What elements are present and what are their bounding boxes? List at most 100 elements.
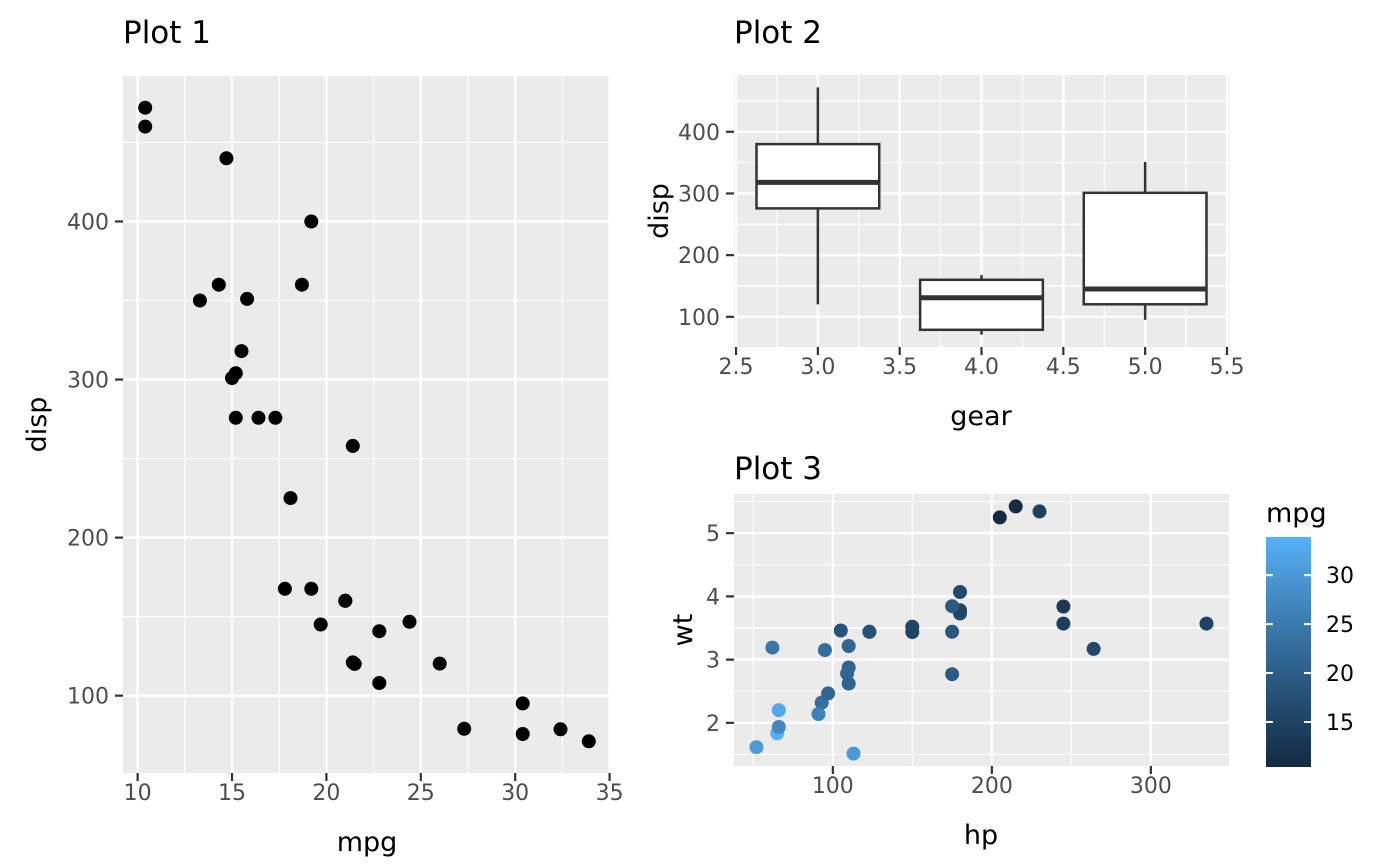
- plot3-y-axis-title: wt: [668, 614, 699, 647]
- data-point: [1086, 641, 1101, 656]
- legend-tick-label: 20: [1326, 662, 1354, 687]
- legend-tick-label: 25: [1326, 613, 1354, 638]
- x-tick-label: 15: [218, 781, 246, 806]
- data-point: [251, 410, 266, 425]
- data-point: [1008, 499, 1023, 514]
- data-point: [277, 581, 292, 596]
- data-point: [1199, 616, 1214, 631]
- y-tick-label: 2: [706, 712, 720, 737]
- x-tick-label: 5.0: [1128, 355, 1163, 380]
- plot1-x-axis-title: mpg: [337, 827, 398, 858]
- data-point: [945, 667, 960, 682]
- plot1-group: 10 15 20 25 30 35 100 200 300 400 Plot 1 mpg disp: [22, 15, 624, 858]
- plot3-title: Plot 3: [734, 451, 822, 487]
- data-point: [771, 703, 786, 718]
- x-tick-label: 35: [596, 781, 624, 806]
- plot2-x-axis-title: gear: [950, 401, 1012, 432]
- data-point: [338, 593, 353, 608]
- data-point: [432, 656, 447, 671]
- legend-gradient-bar: [1266, 537, 1311, 767]
- plot2-y-axis-title: disp: [644, 183, 675, 239]
- x-tick-label: 10: [124, 781, 152, 806]
- boxplot-box: [755, 142, 881, 210]
- y-tick-label: 100: [678, 306, 720, 331]
- data-point: [192, 293, 207, 308]
- y-tick-label: 300: [67, 369, 109, 394]
- data-point: [749, 740, 764, 755]
- plot3-group: 100 200 300 2 3 4 5 Plot 3 hp wt: [668, 451, 1229, 851]
- data-point: [553, 722, 568, 737]
- plot1-panel: 10 15 20 25 30 35 100 200 300 400: [67, 76, 624, 806]
- data-point: [840, 666, 855, 681]
- data-point: [581, 734, 596, 749]
- data-point: [345, 655, 360, 670]
- data-point: [219, 151, 234, 166]
- boxplot-box: [1082, 191, 1208, 306]
- data-point: [846, 746, 861, 761]
- x-tick-label: 300: [1130, 774, 1172, 799]
- data-point: [240, 291, 255, 306]
- data-point: [304, 581, 319, 596]
- y-tick-label: 200: [67, 527, 109, 552]
- data-point: [905, 625, 920, 640]
- data-point: [945, 624, 960, 639]
- plot1-y-axis-title: disp: [22, 397, 53, 453]
- panel-background: [734, 494, 1229, 766]
- y-tick-label: 400: [678, 121, 720, 146]
- legend-tick-label: 15: [1326, 711, 1354, 736]
- data-point: [515, 727, 530, 741]
- data-point: [225, 371, 239, 385]
- legend-colorbar: 30 25 20 15: [1266, 537, 1354, 767]
- legend-title: mpg: [1266, 498, 1327, 529]
- data-point: [811, 707, 826, 721]
- y-tick-label: 100: [67, 685, 109, 710]
- x-tick-label: 5.5: [1209, 355, 1244, 380]
- data-point: [833, 623, 848, 638]
- data-point: [138, 119, 153, 134]
- x-tick-label: 3.0: [800, 355, 835, 380]
- data-point: [821, 686, 836, 701]
- x-tick-label: 4.0: [964, 355, 999, 380]
- x-tick-label: 30: [501, 781, 529, 806]
- data-point: [313, 617, 328, 632]
- plot2-panel: 2.5 3.0 3.5 4.0 4.5 5.0 5.5 100 200 300 400: [678, 75, 1244, 380]
- data-point: [1056, 599, 1071, 614]
- y-tick-label: 200: [678, 244, 720, 269]
- data-point: [234, 344, 249, 359]
- data-point: [345, 438, 360, 453]
- plot2-title: Plot 2: [734, 15, 822, 51]
- data-point: [372, 676, 387, 690]
- legend-group: mpg 30 25 20 15: [1266, 498, 1354, 767]
- data-point: [457, 721, 472, 736]
- x-tick-label: 4.5: [1046, 355, 1081, 380]
- plot1-title: Plot 1: [123, 15, 211, 51]
- x-tick-label: 2.5: [719, 355, 754, 380]
- y-tick-label: 300: [678, 182, 720, 207]
- data-point: [138, 100, 153, 115]
- data-point: [1056, 616, 1071, 631]
- data-point: [515, 696, 530, 711]
- data-point: [765, 640, 780, 655]
- x-tick-label: 200: [971, 774, 1013, 799]
- data-point: [372, 624, 387, 639]
- plot2-group: 2.5 3.0 3.5 4.0 4.5 5.0 5.5 100 200 300 400 Plot 2…: [644, 15, 1244, 432]
- legend-tick-label: 30: [1326, 564, 1354, 589]
- x-tick-label: 3.5: [882, 355, 917, 380]
- data-point: [992, 510, 1007, 525]
- panel-background: [123, 76, 611, 773]
- data-point: [1032, 504, 1047, 519]
- y-tick-label: 3: [706, 649, 720, 674]
- data-point: [771, 720, 786, 734]
- y-tick-label: 5: [706, 522, 720, 547]
- data-point: [402, 614, 417, 629]
- data-point: [304, 214, 319, 229]
- data-point: [945, 599, 960, 614]
- data-point: [862, 624, 877, 639]
- data-point: [817, 643, 832, 658]
- data-point: [211, 277, 226, 292]
- x-tick-label: 20: [312, 781, 340, 806]
- x-tick-label: 100: [812, 774, 854, 799]
- plot3-panel: 100 200 300 2 3 4 5: [706, 494, 1229, 799]
